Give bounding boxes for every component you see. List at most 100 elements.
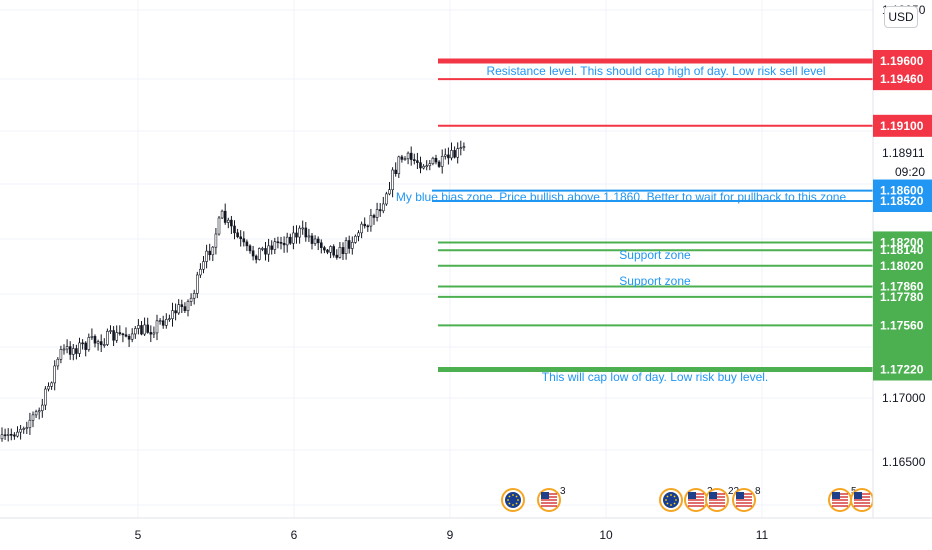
candle-body <box>350 242 354 249</box>
eu-star <box>675 499 677 501</box>
price-label-text: 1.18020 <box>880 259 924 273</box>
bias-zone-axis-band <box>873 179 932 212</box>
candle-body <box>360 223 363 234</box>
economic-event-us-icon[interactable]: 2 <box>850 486 879 512</box>
candle-body <box>168 318 171 320</box>
eu-star <box>512 504 514 506</box>
eu-star <box>673 495 676 498</box>
economic-event-us-icon[interactable]: 22 <box>705 486 740 512</box>
candle-body <box>199 268 202 276</box>
eu-star <box>670 494 672 496</box>
candle-body <box>44 388 47 406</box>
candle-body <box>40 404 44 411</box>
candle-body <box>375 209 379 218</box>
price-label-resistance[interactable]: 1.19600 <box>873 50 932 72</box>
chart-grid <box>0 0 873 518</box>
eu-star <box>507 499 509 501</box>
candle-body <box>93 336 97 344</box>
candle-body <box>335 254 339 258</box>
candle-body <box>65 346 69 350</box>
candle-body <box>84 342 87 350</box>
economic-event-eu-icon[interactable] <box>659 488 683 512</box>
candle-body <box>248 245 252 252</box>
economic-event-eu-icon[interactable] <box>501 488 525 512</box>
candle-body <box>59 349 63 360</box>
price-label-resistance[interactable]: 1.19100 <box>873 114 932 137</box>
candle-body <box>462 146 466 149</box>
candle-body <box>124 334 128 337</box>
us-stripe <box>709 505 725 507</box>
candle-body <box>443 154 447 157</box>
candle-body <box>75 348 78 354</box>
eu-star <box>670 504 672 506</box>
candle-body <box>118 332 122 335</box>
candle-body <box>242 238 246 243</box>
time-tick-label: 11 <box>756 528 769 542</box>
candle-body <box>329 246 332 253</box>
candle-body <box>450 150 453 159</box>
candle-body <box>341 247 345 255</box>
event-count: 22 <box>728 486 740 497</box>
us-stripe <box>541 505 557 507</box>
us-stripe <box>688 502 704 504</box>
us-canton <box>736 492 744 499</box>
candle-body <box>165 319 168 326</box>
plot-background <box>0 0 873 518</box>
candle-body <box>140 325 143 335</box>
candle-body <box>233 225 236 234</box>
candle-body <box>143 324 146 335</box>
eu-star <box>665 499 667 501</box>
time-axis[interactable]: 5 6 9 10 11 <box>0 517 932 550</box>
eu-star <box>512 494 514 496</box>
eu-star <box>517 499 519 501</box>
candle-body <box>412 159 416 161</box>
candle-body <box>196 274 199 294</box>
currency-button[interactable]: USD <box>884 6 918 28</box>
candle-body <box>72 348 75 355</box>
candle-body <box>385 193 388 205</box>
candle-body <box>134 328 137 335</box>
candle-body <box>161 320 165 326</box>
candle-body <box>332 246 336 256</box>
candle-body <box>245 241 249 247</box>
us-canton <box>709 492 717 499</box>
price-label-text: 1.18140 <box>880 243 924 257</box>
time-tick-label: 10 <box>599 528 613 542</box>
candle-body <box>158 320 162 322</box>
us-canton <box>541 492 549 499</box>
economic-events-row[interactable]: 3222852 <box>501 486 879 512</box>
chart-annotations: Resistance level. This should cap high o… <box>396 64 847 384</box>
annotation-text: My blue bias zone. Price bullish above 1… <box>396 190 847 204</box>
candle-body <box>279 242 283 244</box>
candle-body <box>22 428 26 430</box>
candle-body <box>440 155 444 167</box>
candle-body <box>202 261 205 270</box>
candle-body <box>146 324 149 333</box>
economic-event-us-icon[interactable]: 8 <box>732 486 761 512</box>
candle-body <box>171 310 174 319</box>
candle-body <box>208 250 211 256</box>
candle-body <box>68 346 72 355</box>
us-stripe <box>832 502 848 504</box>
price-label-text: 1.17560 <box>880 318 924 332</box>
candle-body <box>192 293 196 299</box>
candle-body <box>47 386 50 390</box>
candle-body <box>394 169 398 175</box>
us-canton <box>688 492 696 499</box>
price-label-box <box>873 68 932 91</box>
candle-body <box>99 341 103 346</box>
bar-countdown: 09:20 <box>895 165 925 179</box>
candle-body <box>307 235 311 238</box>
eu-star <box>515 502 518 505</box>
candle-body <box>3 434 7 437</box>
candle-body <box>288 236 292 244</box>
us-stripe <box>709 502 725 504</box>
eu-star <box>666 502 669 505</box>
price-label-resistance[interactable]: 1.19460 <box>873 68 932 91</box>
price-label-text: 1.18200 <box>880 235 924 249</box>
economic-event-us-icon[interactable]: 3 <box>537 486 566 512</box>
event-count: 3 <box>560 486 566 497</box>
candle-body <box>180 304 184 307</box>
